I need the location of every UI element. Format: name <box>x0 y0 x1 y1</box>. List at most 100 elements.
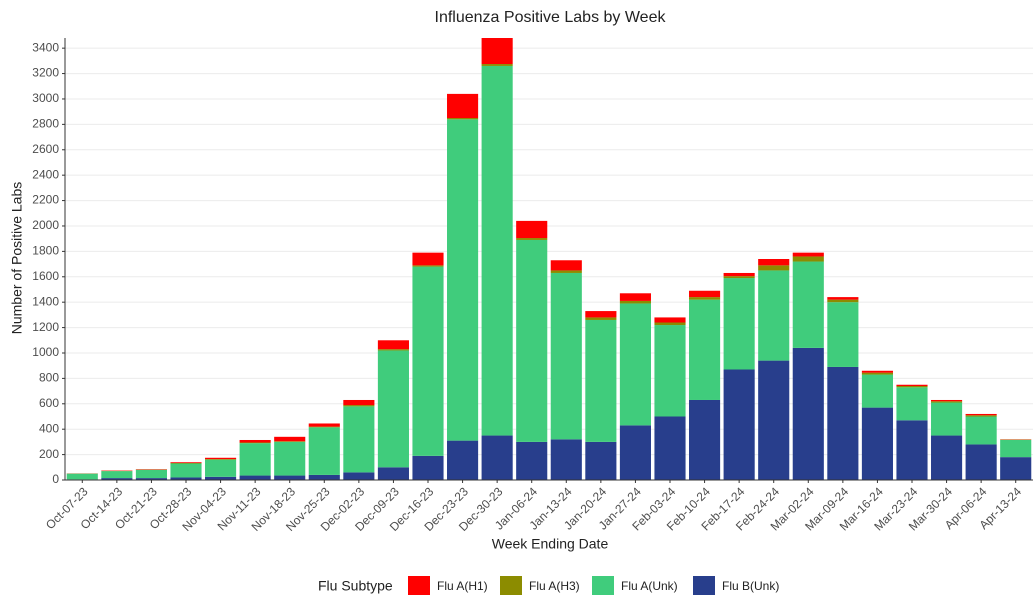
bar-segment <box>205 459 237 477</box>
bar-segment <box>481 65 513 436</box>
bar-segment <box>550 260 582 271</box>
bar-segment <box>101 471 133 479</box>
legend-label: Flu B(Unk) <box>722 579 779 593</box>
y-tick-label: 1200 <box>32 320 59 334</box>
bar-segment <box>965 415 997 417</box>
bar-segment <box>447 93 479 119</box>
legend-label: Flu A(H1) <box>437 579 488 593</box>
bar-segment <box>274 441 306 442</box>
y-tick-label: 3400 <box>32 40 59 54</box>
y-tick-label: 1000 <box>32 345 59 359</box>
bar-segment <box>516 441 548 480</box>
bar-segment <box>412 266 444 456</box>
bar-segment <box>308 427 340 475</box>
bar-segment <box>965 413 997 416</box>
y-tick-label: 600 <box>39 396 59 410</box>
bar-segment <box>550 270 582 273</box>
bar-segment <box>377 350 409 468</box>
bar-segment <box>827 297 859 300</box>
bar-segment <box>723 369 755 480</box>
bar-segment <box>723 276 755 279</box>
bar-segment <box>343 405 375 407</box>
bar-segment <box>1000 457 1032 480</box>
y-tick-label: 3000 <box>32 91 59 105</box>
bar-segment <box>827 299 859 303</box>
legend-swatch <box>408 576 430 595</box>
bar-segment <box>931 402 963 436</box>
bar-segment <box>412 455 444 480</box>
bar-segment <box>308 423 340 427</box>
bar-segment <box>481 64 513 66</box>
bar-segment <box>758 360 790 480</box>
bar-segment <box>827 302 859 367</box>
bar-segment <box>170 477 202 480</box>
bar-segment <box>516 239 548 442</box>
bar-segment <box>654 325 686 417</box>
bar-segment <box>274 436 306 442</box>
bar-segment <box>585 317 617 320</box>
bar-segment <box>585 441 617 480</box>
bar-segment <box>274 441 306 476</box>
y-tick-label: 2800 <box>32 117 59 131</box>
bar-segment <box>516 220 548 239</box>
y-tick-label: 3200 <box>32 66 59 80</box>
bar-segment <box>516 238 548 240</box>
bar-segment <box>931 399 963 402</box>
y-tick-label: 2200 <box>32 193 59 207</box>
bar-segment <box>654 322 686 326</box>
bar-segment <box>792 256 824 262</box>
y-axis-title: Number of Positive Labs <box>9 182 25 335</box>
bar-segment <box>447 440 479 480</box>
bar-segment <box>931 401 963 403</box>
y-tick-label: 400 <box>39 421 59 435</box>
bar-segment <box>135 478 167 480</box>
y-tick-label: 1400 <box>32 294 59 308</box>
bar-segment <box>481 435 513 480</box>
y-tick-label: 1800 <box>32 244 59 258</box>
bar-segment <box>689 299 721 400</box>
y-tick-label: 2000 <box>32 218 59 232</box>
bar-segment <box>343 406 375 473</box>
bar-segment <box>689 399 721 480</box>
bar-segment <box>619 293 651 301</box>
bar-segment <box>896 420 928 480</box>
bar-segment <box>205 459 237 460</box>
bar-segment <box>861 372 893 375</box>
legend-swatch <box>693 576 715 595</box>
bar-segment <box>170 462 202 463</box>
bar-segment <box>205 476 237 480</box>
bar-segment <box>308 426 340 428</box>
bar-segment <box>274 475 306 480</box>
bar-segment <box>792 347 824 480</box>
x-axis-title: Week Ending Date <box>492 536 609 552</box>
bar-segment <box>965 444 997 480</box>
bar-segment <box>723 272 755 277</box>
chart-title: Influenza Positive Labs by Week <box>435 9 667 26</box>
bar-segment <box>931 435 963 480</box>
y-tick-label: 2600 <box>32 142 59 156</box>
bar-segment <box>239 475 271 480</box>
bar-segment <box>377 349 409 351</box>
bar-segment <box>654 416 686 480</box>
bar-segment <box>343 472 375 480</box>
bar-segment <box>758 270 790 361</box>
bar-segment <box>861 407 893 480</box>
bar-segment <box>205 457 237 460</box>
bar-segment <box>550 272 582 440</box>
bar-segment <box>1000 439 1032 458</box>
bar-segment <box>170 463 202 478</box>
bar-segment <box>689 290 721 298</box>
bar-segment <box>550 439 582 480</box>
bar-segment <box>896 386 928 388</box>
bar-segment <box>239 442 271 444</box>
legend-swatch <box>592 576 614 595</box>
bar-segment <box>377 467 409 480</box>
bar-segment <box>481 38 513 65</box>
bar-segment <box>619 300 651 304</box>
bar-segment <box>447 119 479 441</box>
bar-segment <box>792 252 824 257</box>
y-tick-label: 1600 <box>32 269 59 283</box>
y-tick-label: 200 <box>39 447 59 461</box>
bar-segment <box>66 473 98 480</box>
bar-segment <box>585 311 617 318</box>
